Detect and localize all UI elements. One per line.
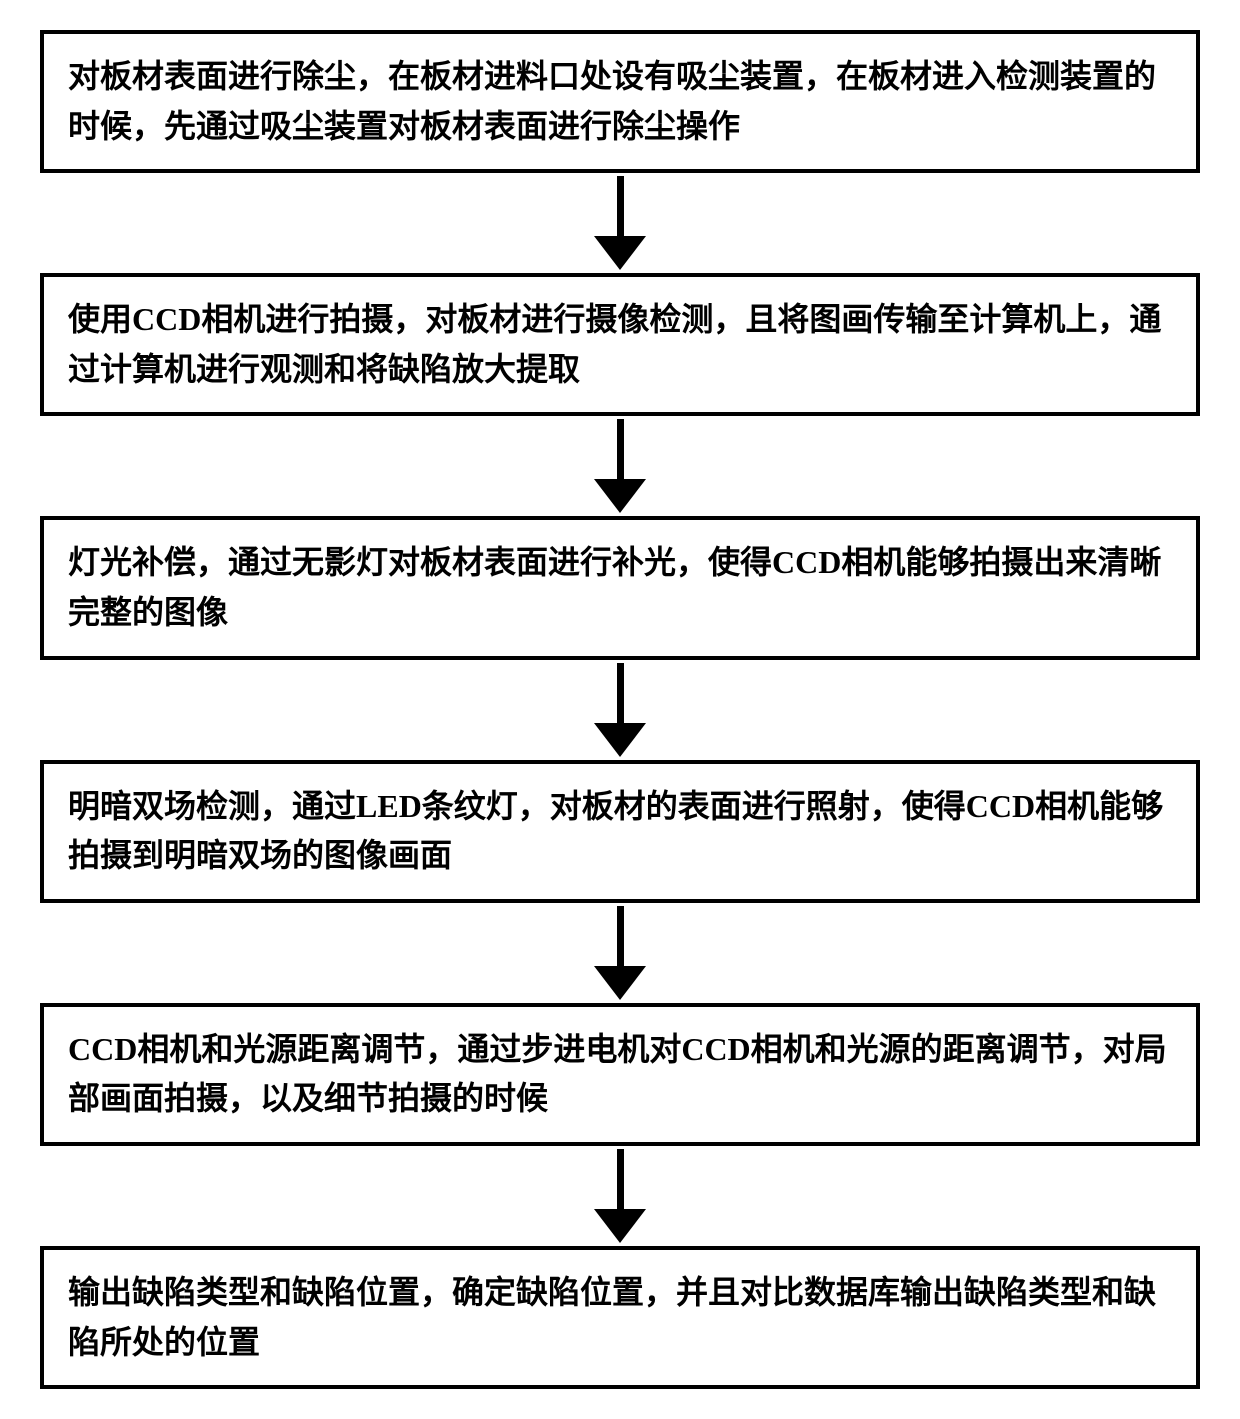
step-text: 对板材表面进行除尘，在板材进料口处设有吸尘装置，在板材进入检测装置的时候，先通过… (68, 58, 1156, 144)
arrow-head-icon (594, 236, 646, 270)
arrow-line (617, 1149, 624, 1211)
arrow-2 (594, 416, 646, 516)
arrow-head-icon (594, 1209, 646, 1243)
step-box-3: 灯光补偿，通过无影灯对板材表面进行补光，使得CCD相机能够拍摄出来清晰完整的图像 (40, 516, 1200, 659)
arrow-head-icon (594, 479, 646, 513)
step-box-6: 输出缺陷类型和缺陷位置，确定缺陷位置，并且对比数据库输出缺陷类型和缺陷所处的位置 (40, 1246, 1200, 1389)
arrow-line (617, 663, 624, 725)
step-box-1: 对板材表面进行除尘，在板材进料口处设有吸尘装置，在板材进入检测装置的时候，先通过… (40, 30, 1200, 173)
arrow-4 (594, 903, 646, 1003)
arrow-line (617, 906, 624, 968)
arrow-5 (594, 1146, 646, 1246)
step-text: 明暗双场检测，通过LED条纹灯，对板材的表面进行照射，使得CCD相机能够拍摄到明… (68, 788, 1163, 874)
arrow-head-icon (594, 966, 646, 1000)
step-text: CCD相机和光源距离调节，通过步进电机对CCD相机和光源的距离调节，对局部画面拍… (68, 1031, 1167, 1117)
arrow-3 (594, 660, 646, 760)
step-text: 使用CCD相机进行拍摄，对板材进行摄像检测，且将图画传输至计算机上，通过计算机进… (68, 301, 1161, 387)
arrow-line (617, 419, 624, 481)
step-box-2: 使用CCD相机进行拍摄，对板材进行摄像检测，且将图画传输至计算机上，通过计算机进… (40, 273, 1200, 416)
arrow-head-icon (594, 723, 646, 757)
flowchart-container: 对板材表面进行除尘，在板材进料口处设有吸尘装置，在板材进入检测装置的时候，先通过… (40, 30, 1200, 1389)
step-text: 灯光补偿，通过无影灯对板材表面进行补光，使得CCD相机能够拍摄出来清晰完整的图像 (68, 544, 1161, 630)
step-box-5: CCD相机和光源距离调节，通过步进电机对CCD相机和光源的距离调节，对局部画面拍… (40, 1003, 1200, 1146)
step-text: 输出缺陷类型和缺陷位置，确定缺陷位置，并且对比数据库输出缺陷类型和缺陷所处的位置 (68, 1274, 1156, 1360)
step-box-4: 明暗双场检测，通过LED条纹灯，对板材的表面进行照射，使得CCD相机能够拍摄到明… (40, 760, 1200, 903)
arrow-line (617, 176, 624, 238)
arrow-1 (594, 173, 646, 273)
